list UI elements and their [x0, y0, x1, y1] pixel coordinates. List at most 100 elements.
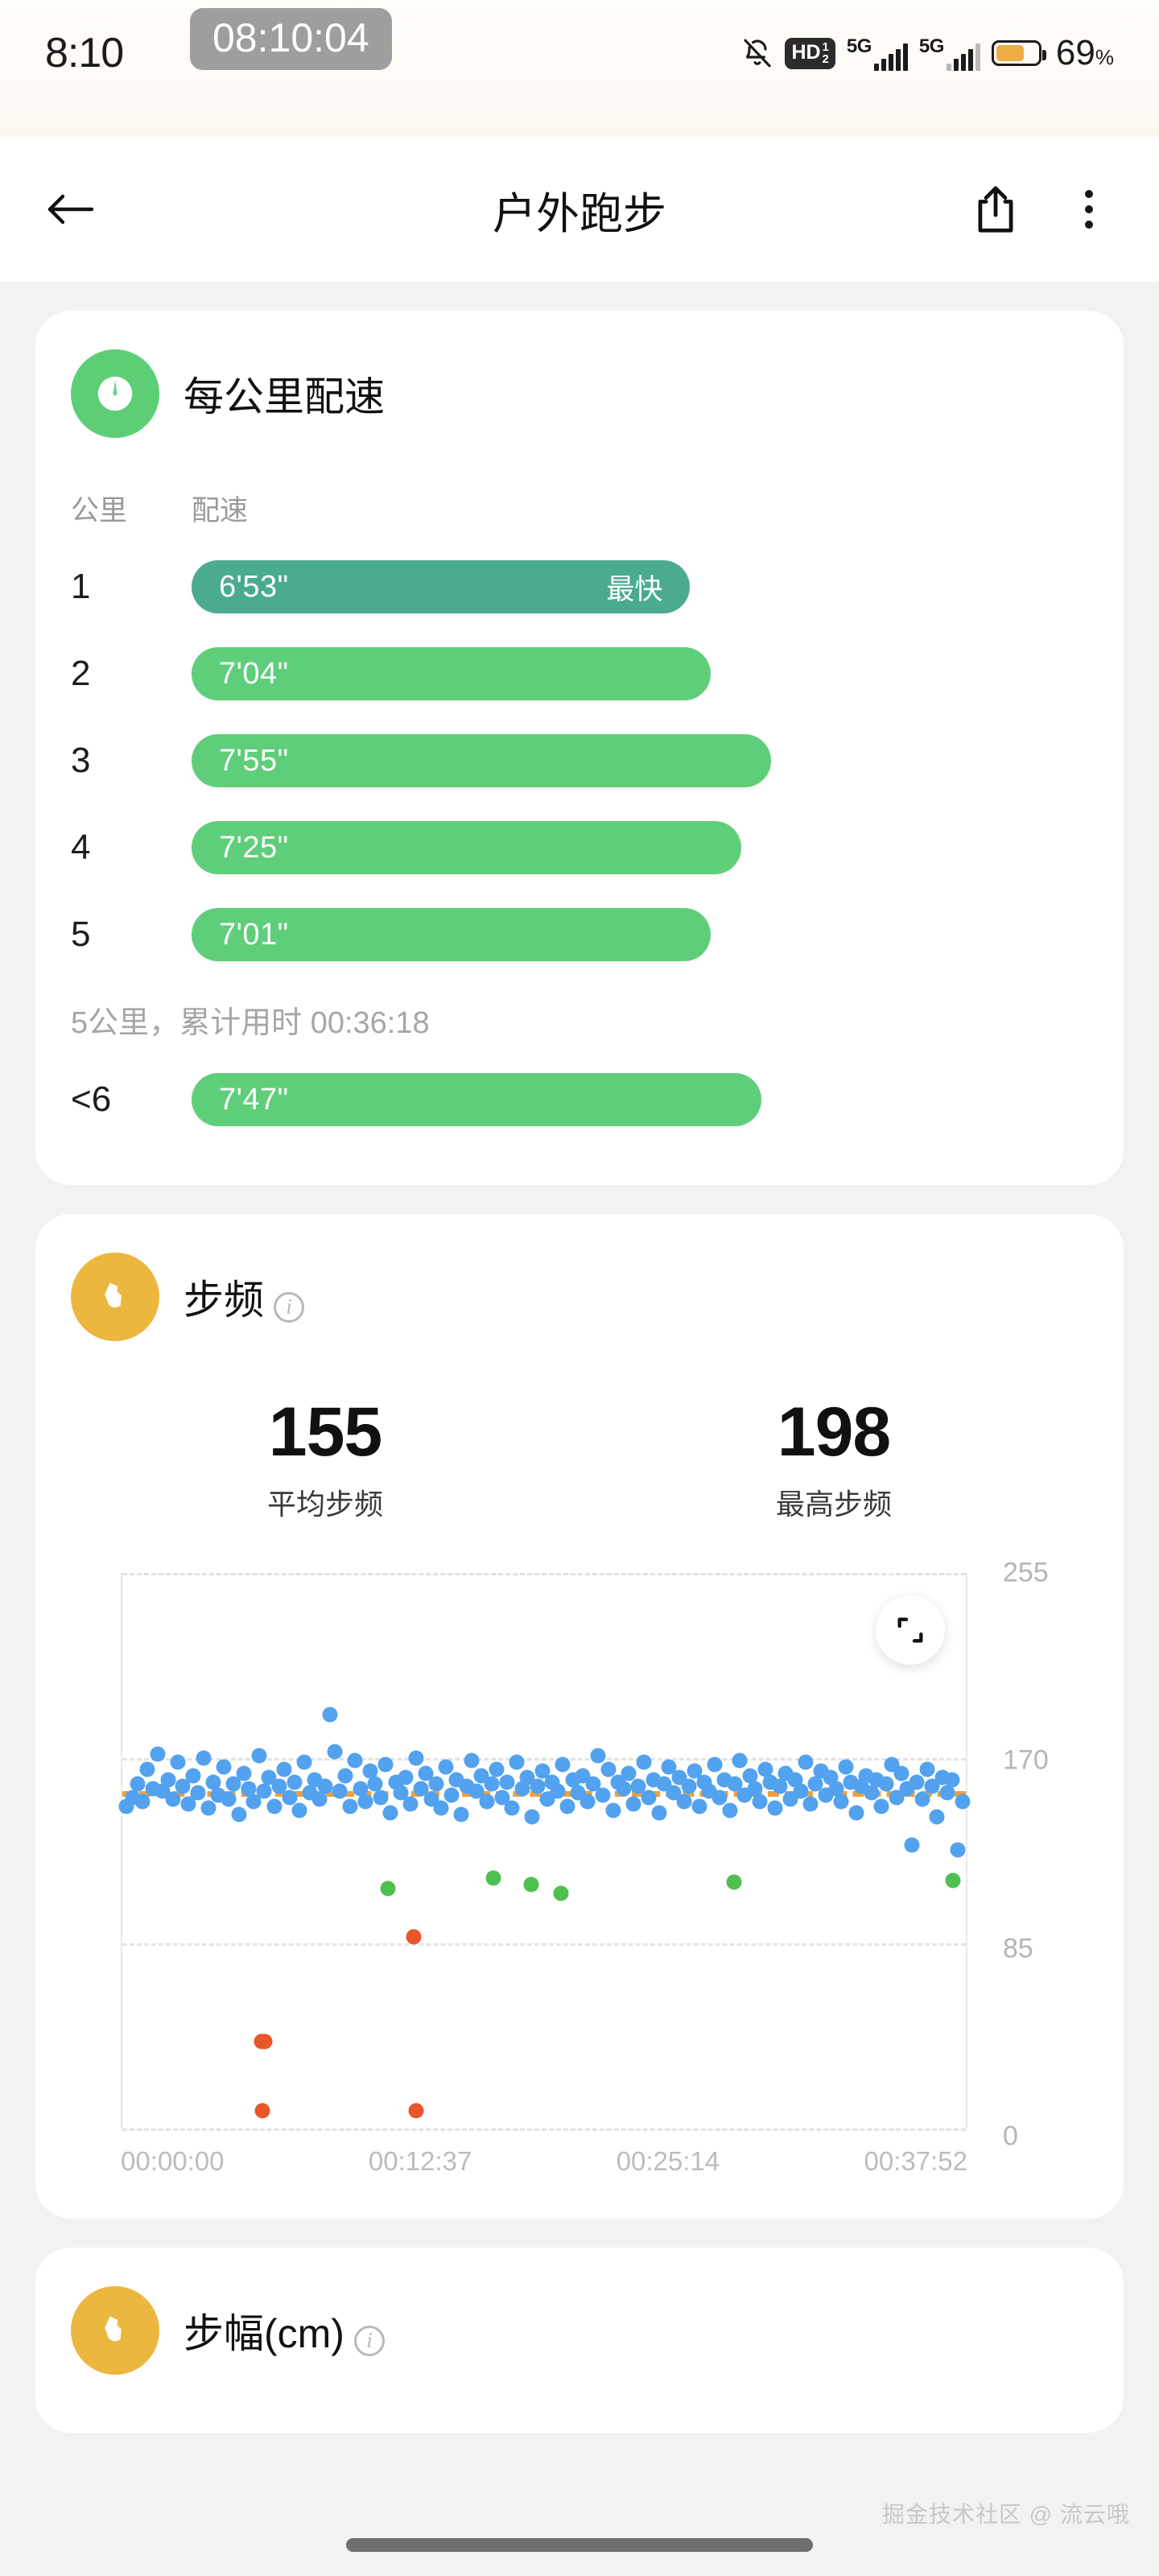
chart-data-point — [311, 1791, 328, 1807]
more-vertical-icon[interactable] — [1061, 181, 1117, 237]
pace-row: 3 7'55" — [71, 717, 1088, 804]
pace-row-km: 3 — [71, 741, 91, 780]
chart-data-point — [636, 1754, 652, 1770]
chart-data-point — [353, 1781, 369, 1797]
chart-data-point — [134, 1794, 151, 1810]
speedometer-icon — [71, 349, 159, 438]
chart-data-point — [661, 1759, 677, 1775]
signal-5g-icon: 5G — [847, 35, 908, 71]
chart-data-point — [291, 1802, 307, 1818]
info-icon[interactable]: i — [274, 1291, 304, 1323]
status-bar-time: 8:10 — [45, 30, 124, 76]
chart-data-point — [757, 1761, 773, 1777]
chart-data-point — [453, 1806, 469, 1823]
cadence-card: 步频 i 155 平均步频 198 最高步频 0 85 170 255 00:00:00… — [35, 1214, 1124, 2219]
cadence-max-label: 最高步频 — [775, 1488, 892, 1521]
content-scroll[interactable]: 每公里配速 公里 配速 1 6'53" 最快 2 7'04" 3 7'55" 4 7'25" 5 7… — [0, 311, 1159, 2433]
stride-title-text: 步幅(cm) — [184, 2311, 344, 2356]
battery-percent-value: 69 — [1055, 33, 1095, 72]
chart-data-point — [499, 1774, 515, 1790]
status-bar-icons: HD 1 2 5G 5G 69% — [741, 35, 1114, 71]
pace-row: 5 7'01" — [71, 891, 1088, 978]
chart-data-point — [621, 1765, 637, 1781]
network-label-2: 5G — [918, 35, 945, 57]
chart-data-point — [362, 1763, 378, 1779]
share-icon[interactable] — [967, 181, 1024, 237]
chart-x-tick-label: 00:12:37 — [368, 2146, 472, 2176]
chart-data-point — [838, 1759, 854, 1775]
hd-sup: 1 — [822, 39, 829, 54]
hd-volte-icon: HD 1 2 — [785, 37, 835, 69]
hd-sub: 2 — [822, 52, 829, 66]
chart-data-point — [271, 1778, 287, 1794]
pace-row-km: <6 — [71, 1080, 112, 1119]
battery-percent: 69% — [1056, 35, 1114, 71]
floating-clock-overlay[interactable]: 08:10:04 — [190, 8, 392, 70]
chart-data-point — [170, 1754, 186, 1770]
pace-bar: 6'53" 最快 — [192, 560, 691, 613]
chart-x-tick-label: 00:00:00 — [121, 2146, 225, 2176]
chart-data-point — [919, 1761, 935, 1777]
stride-card-title: 步幅(cm) i — [184, 2301, 385, 2359]
cadence-avg-stat: 155 平均步频 — [71, 1397, 580, 1523]
cadence-title-text: 步频 — [184, 1278, 264, 1323]
chart-data-point — [402, 1796, 419, 1812]
chart-data-point — [139, 1761, 155, 1777]
chart-data-point — [393, 1785, 409, 1801]
chart-data-point — [909, 1774, 925, 1790]
fastest-badge: 最快 — [606, 573, 663, 605]
back-arrow-icon[interactable] — [42, 181, 98, 237]
pace-card-title: 每公里配速 — [184, 374, 385, 419]
cadence-card-header: 步频 i — [71, 1253, 1088, 1341]
pace-bar-value: 7'04" — [219, 656, 289, 691]
pace-column-pace: 配速 — [192, 495, 249, 526]
mute-bell-icon — [741, 35, 773, 71]
chart-data-point — [180, 1796, 196, 1812]
chart-data-point — [332, 1783, 348, 1799]
chart-data-point — [722, 1802, 738, 1818]
chart-plot-area — [118, 1573, 971, 2131]
home-indicator[interactable] — [346, 2538, 813, 2552]
pace-column-km: 公里 — [71, 495, 128, 526]
battery-percent-symbol: % — [1095, 45, 1114, 69]
chart-data-point — [494, 1790, 510, 1806]
chart-data-point — [772, 1778, 788, 1794]
chart-data-point — [484, 1776, 500, 1792]
chart-data-point — [595, 1787, 611, 1803]
chart-data-point — [950, 1842, 966, 1858]
pace-bar: 7'55" — [192, 734, 772, 787]
chart-data-point — [216, 1759, 232, 1775]
chart-data-point — [190, 1785, 206, 1801]
chart-data-point — [707, 1757, 723, 1773]
chart-data-point — [555, 1757, 571, 1773]
chart-data-point — [929, 1809, 945, 1825]
watermark: 掘金技术社区 @ 流云哦 — [882, 2502, 1130, 2527]
chart-data-point — [221, 1791, 237, 1807]
network-label-1: 5G — [846, 35, 872, 57]
fullscreen-expand-icon[interactable] — [876, 1596, 945, 1665]
pace-partial-row: <6 7'47" — [71, 1056, 1088, 1143]
shoe-icon — [71, 2286, 159, 2375]
chart-data-point — [276, 1761, 292, 1777]
chart-data-point — [873, 1798, 889, 1814]
chart-data-point — [433, 1800, 449, 1816]
cadence-max-stat: 198 最高步频 — [580, 1397, 1088, 1523]
chart-data-point — [681, 1778, 697, 1794]
cadence-avg-label: 平均步频 — [266, 1488, 383, 1521]
cadence-scatter-chart[interactable]: 0 85 170 255 00:00:00 00:12:37 00:25:14 00:37:… — [71, 1558, 1088, 2177]
chart-data-point — [160, 1772, 176, 1788]
chart-data-point — [752, 1794, 768, 1810]
chart-data-point — [408, 2103, 424, 2119]
chart-data-point — [793, 1783, 809, 1799]
chart-data-point — [245, 1794, 262, 1810]
chart-data-point — [641, 1790, 657, 1806]
pace-row-km: 5 — [71, 914, 91, 954]
info-icon[interactable]: i — [353, 2325, 385, 2356]
chart-data-point — [878, 1776, 894, 1792]
chart-data-point — [251, 1748, 267, 1764]
chart-data-point — [317, 1778, 333, 1794]
chart-data-point — [600, 1761, 617, 1777]
chart-data-point — [848, 1805, 864, 1821]
chart-y-axis-labels: 0 85 170 255 — [975, 1558, 1088, 2152]
